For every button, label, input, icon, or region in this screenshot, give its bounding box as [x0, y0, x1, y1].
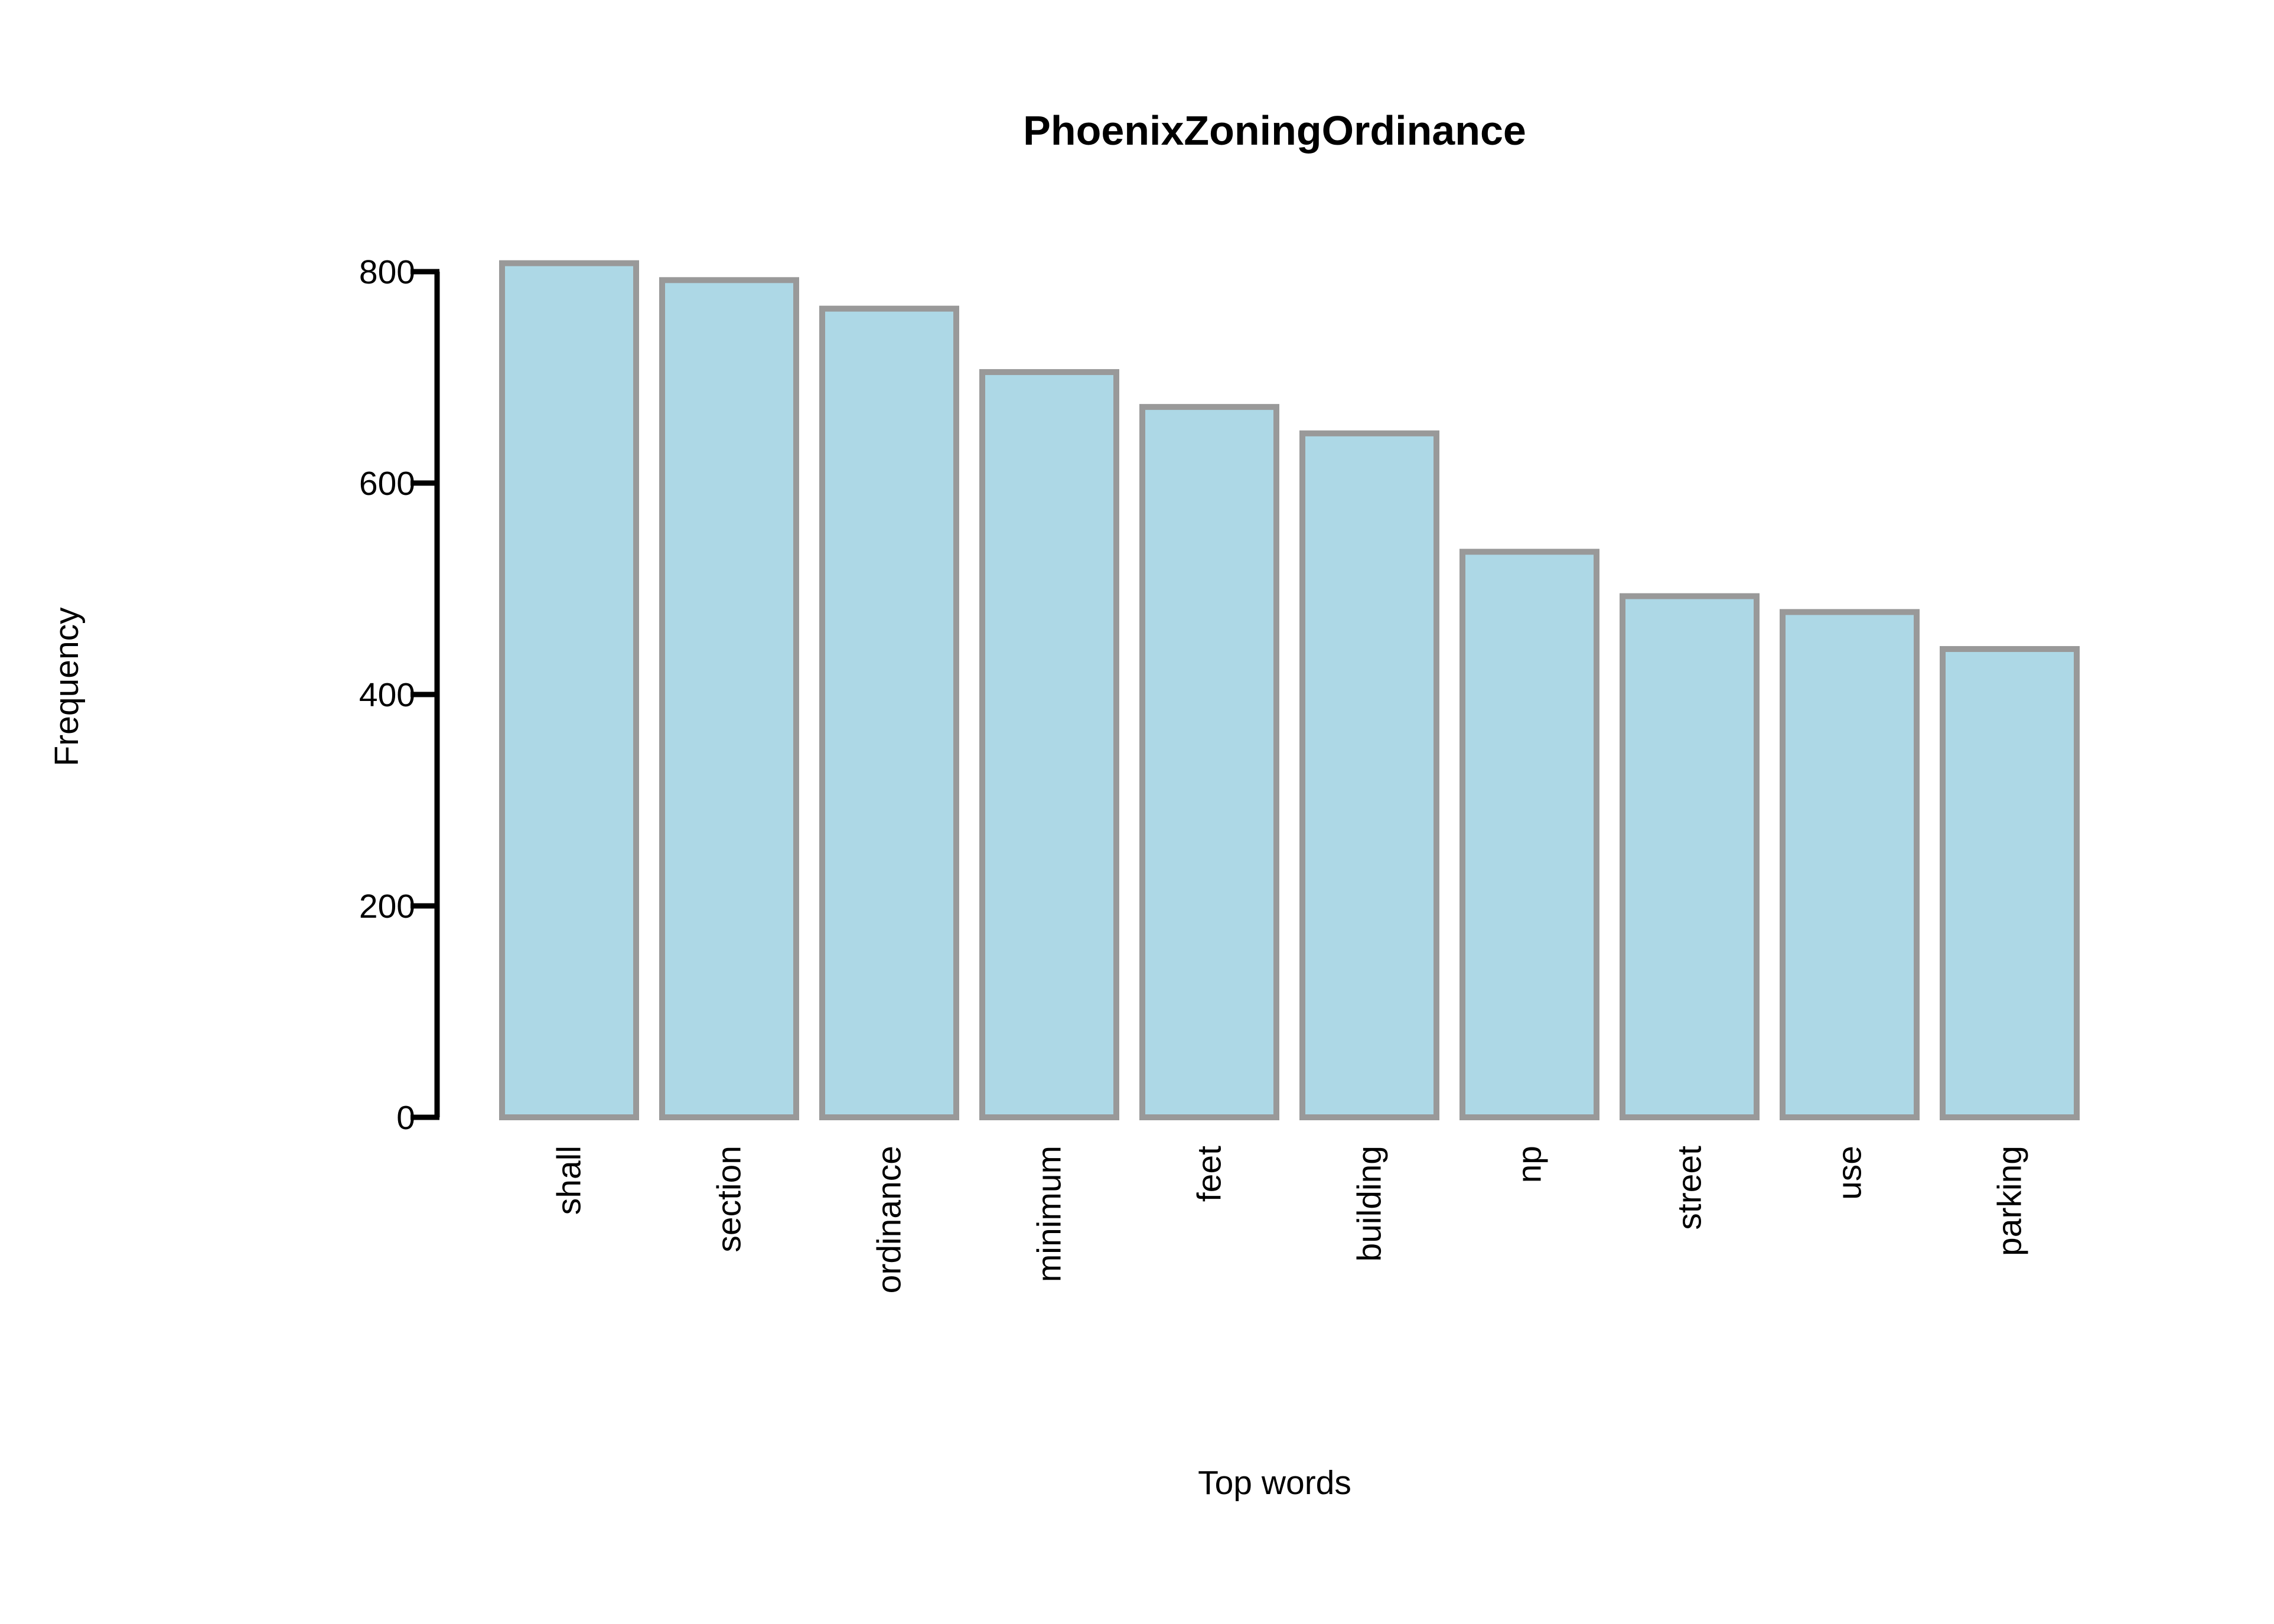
- bar-ordinance: [819, 305, 959, 1120]
- y-tick-label: 600: [359, 465, 415, 503]
- x-tick-label: building: [1351, 1146, 1389, 1262]
- bar-np: [1459, 549, 1599, 1120]
- y-tick-label: 800: [359, 253, 415, 291]
- y-tick-label: 400: [359, 676, 415, 714]
- x-tick-label: ordinance: [871, 1146, 908, 1293]
- bar-street: [1620, 593, 1760, 1120]
- bar-minimum: [979, 369, 1119, 1120]
- y-axis-title: Frequency: [48, 607, 86, 767]
- x-axis-title: Top words: [1198, 1464, 1351, 1502]
- x-tick-label: section: [711, 1146, 748, 1253]
- y-tick-label: 0: [396, 1099, 415, 1137]
- x-tick-label: use: [1831, 1146, 1869, 1200]
- x-tick-label: minimum: [1031, 1146, 1068, 1282]
- bar-building: [1299, 430, 1439, 1120]
- bars: [499, 260, 2080, 1121]
- bar-section: [659, 277, 799, 1121]
- bar-feet: [1139, 404, 1279, 1120]
- x-tick-labels: shall section ordinance minimum feet building…: [550, 1146, 2029, 1294]
- bar-shall: [499, 260, 639, 1120]
- x-tick-label: parking: [1991, 1146, 2029, 1256]
- x-tick-label: street: [1671, 1146, 1709, 1230]
- chart-title: PhoenixZoningOrdinance: [1023, 107, 1526, 154]
- bar-parking: [1940, 646, 2080, 1120]
- x-tick-label: shall: [550, 1146, 588, 1215]
- x-tick-label: np: [1511, 1146, 1549, 1183]
- y-tick-label: 200: [359, 888, 415, 925]
- bar-use: [1780, 609, 1920, 1120]
- y-axis: 0 200 400 600 800: [359, 253, 440, 1137]
- x-tick-label: feet: [1191, 1146, 1229, 1202]
